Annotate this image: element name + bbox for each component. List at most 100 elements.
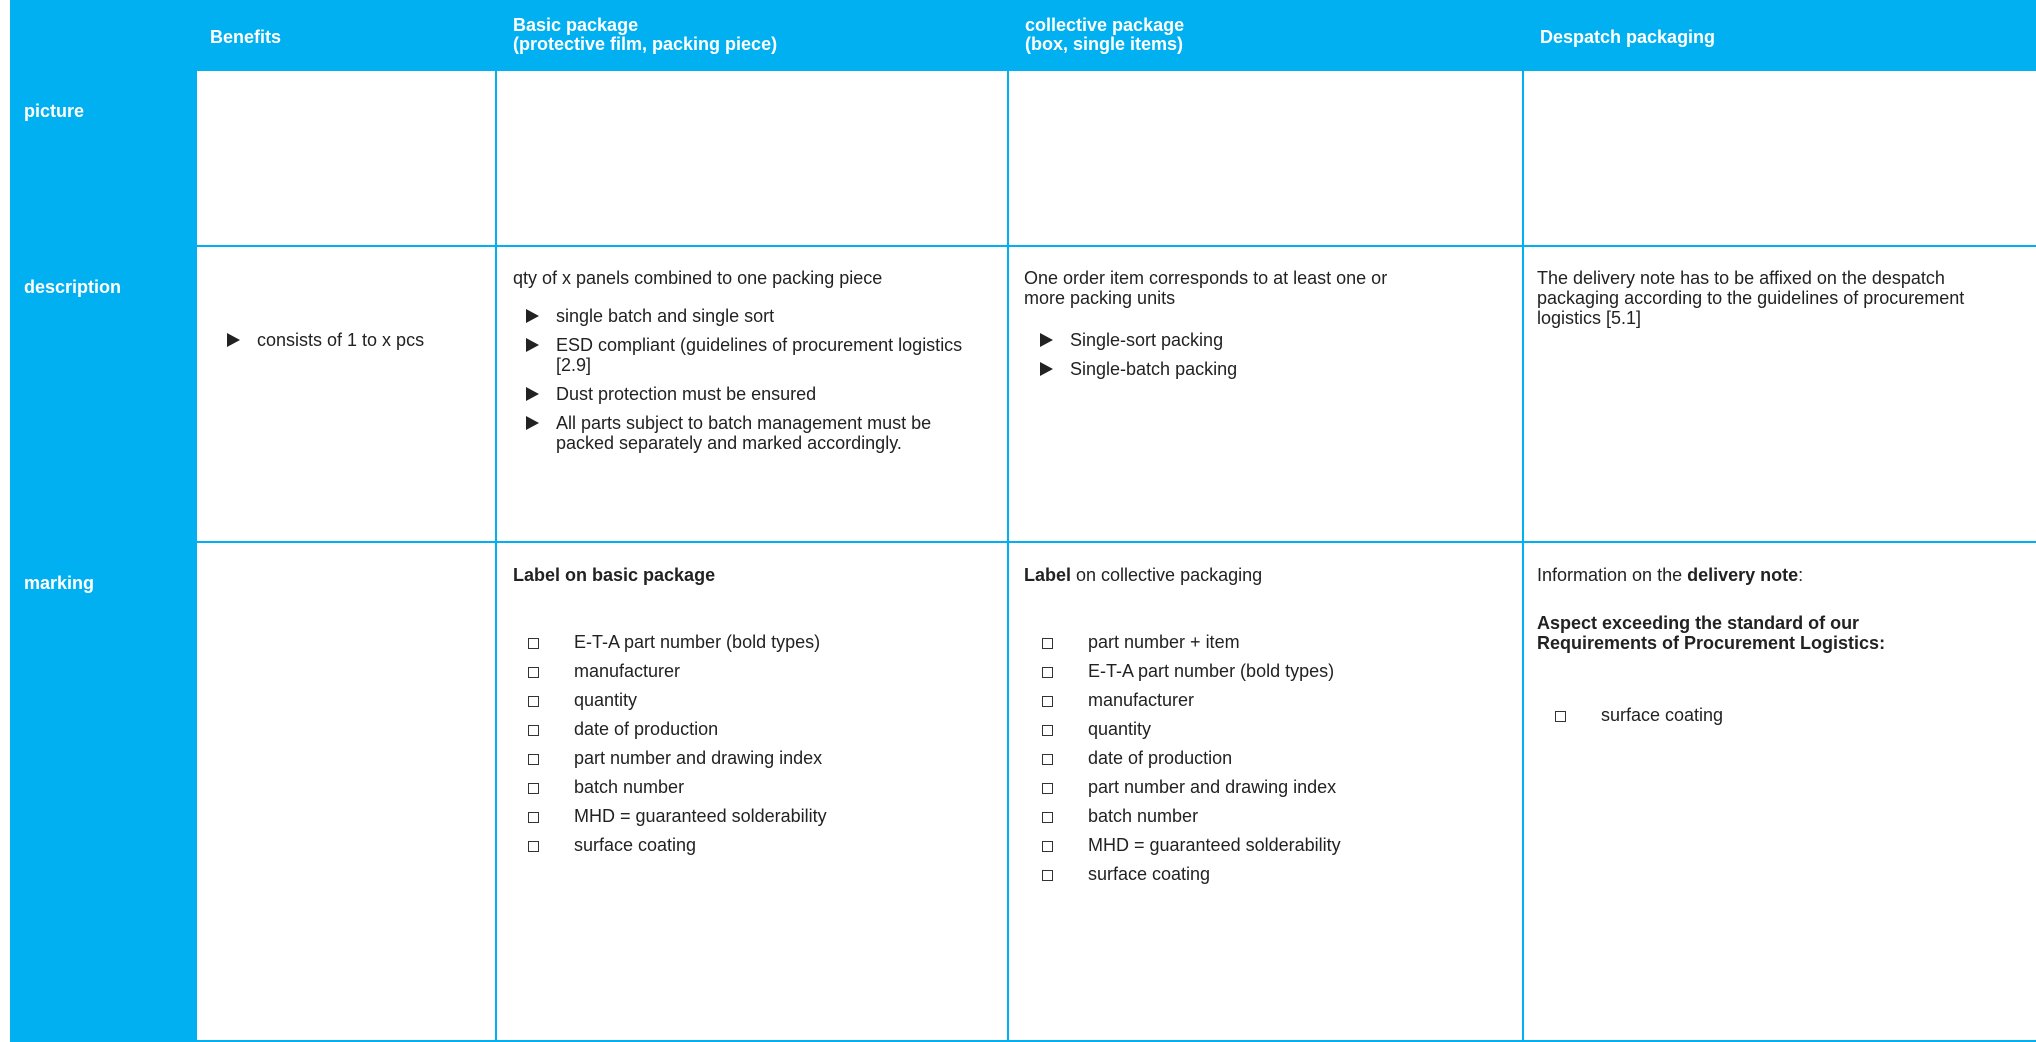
bullet-item: All parts subject to batch management mu… (526, 413, 991, 453)
item-text: part number and drawing index (1088, 777, 1337, 797)
checkbox-marker (1042, 812, 1053, 823)
checkbox-item: part number and drawing index (1040, 777, 1500, 797)
item-text: quantity (1088, 719, 1152, 739)
item-text: part number and drawing index (574, 748, 823, 768)
cell-text: One order item corresponds to at least o… (1024, 268, 1388, 308)
checkbox-marker (1042, 870, 1053, 881)
column-header: Basic package (protective film, packing p… (513, 16, 995, 54)
checkbox-item: batch number (526, 777, 986, 797)
item-text: date of production (574, 719, 719, 739)
bullet-item: ESD compliant (guidelines of procurement… (526, 335, 991, 375)
table-cell (1007, 543, 1522, 1042)
checkbox-item: MHD = guaranteed solderability (526, 806, 986, 826)
table-cell (195, 543, 495, 1042)
checkbox-item: batch number (1040, 806, 1500, 826)
item-text: E-T-A part number (bold types) (574, 632, 821, 652)
checkbox-marker (528, 841, 539, 852)
checkbox-marker (1042, 754, 1053, 765)
checkbox-item: surface coating (1553, 705, 1993, 725)
column-header: collective package (box, single items) (1025, 16, 1510, 54)
column-header: Despatch packaging (1540, 28, 2024, 47)
bullet-marker (1040, 362, 1053, 376)
item-text: batch number (1088, 806, 1199, 826)
checkbox-item: E-T-A part number (bold types) (526, 632, 986, 652)
bullet-marker (526, 309, 539, 323)
header-bar (0, 0, 2036, 71)
cell-text: Label on collective packaging (1024, 565, 1484, 585)
bold-text: Label (1024, 565, 1072, 585)
checkbox-marker (1042, 638, 1053, 649)
text: on collective packaging (1076, 565, 1263, 585)
checkbox-item: quantity (526, 690, 986, 710)
bullet-item: Dust protection must be ensured (526, 384, 991, 404)
cell-text: Information on the delivery note: (1537, 565, 2017, 585)
table-cell (495, 247, 1007, 543)
bullet-item: single batch and single sort (526, 306, 991, 326)
row-label: picture (24, 101, 85, 121)
item-text: All parts subject to batch management mu… (556, 413, 932, 453)
header-line: (protective film, packing piece) (513, 34, 778, 54)
bullet-item: consists of 1 to x pcs (227, 330, 427, 350)
item-text: surface coating (574, 835, 697, 855)
item-text: part number + item (1088, 632, 1240, 652)
header-line: Despatch packaging (1540, 27, 1716, 47)
checkbox-marker (1042, 783, 1053, 794)
header-line: Benefits (210, 27, 282, 47)
cell-text: Label on basic package (513, 565, 716, 585)
item-text: surface coating (1601, 705, 1724, 725)
item-text: ESD compliant (guidelines of procurement… (556, 335, 963, 375)
checkbox-marker (1555, 711, 1566, 722)
item-text: consists of 1 to x pcs (257, 330, 425, 350)
bullet-marker (1040, 333, 1053, 347)
table-cell (195, 247, 495, 543)
bullet-item: Single-sort packing (1040, 330, 1480, 350)
item-text: MHD = guaranteed solderability (574, 806, 827, 826)
table-cell (1522, 543, 2036, 1042)
item-text: Dust protection must be ensured (556, 384, 817, 404)
bullet-marker (526, 338, 539, 352)
bullet-marker (526, 416, 539, 430)
checkbox-item: part number + item (1040, 632, 1500, 652)
header-line: Basic package (513, 15, 639, 35)
item-text: Single-sort packing (1070, 330, 1224, 350)
item-text: manufacturer (574, 661, 681, 681)
checkbox-item: surface coating (1040, 864, 1500, 884)
table-cell (195, 71, 495, 247)
item-text: date of production (1088, 748, 1233, 768)
item-text: E-T-A part number (bold types) (1088, 661, 1335, 681)
checkbox-marker (528, 696, 539, 707)
checkbox-item: quantity (1040, 719, 1500, 739)
cell-text: The delivery note has to be affixed on t… (1537, 268, 1965, 328)
checkbox-marker (528, 812, 539, 823)
bullet-marker (227, 333, 240, 347)
header-line: collective package (1025, 15, 1185, 35)
checkbox-marker (1042, 667, 1053, 678)
checkbox-item: part number and drawing index (526, 748, 986, 768)
cell-text: Aspect exceeding the standard of our Req… (1537, 613, 1886, 653)
checkbox-marker (528, 725, 539, 736)
column-header: Benefits (210, 28, 480, 47)
bold-text: delivery note (1687, 565, 1799, 585)
checkbox-item: E-T-A part number (bold types) (1040, 661, 1500, 681)
item-text: quantity (574, 690, 638, 710)
table-cell (1007, 247, 1522, 543)
cell-text: qty of x panels combined to one packing … (513, 268, 883, 288)
text: : (1798, 565, 1804, 585)
table-cell (1522, 71, 2036, 247)
checkbox-marker (528, 754, 539, 765)
item-text: single batch and single sort (556, 306, 775, 326)
checkbox-item: manufacturer (526, 661, 986, 681)
checkbox-item: date of production (526, 719, 986, 739)
bullet-item: Single-batch packing (1040, 359, 1480, 379)
item-text: MHD = guaranteed solderability (1088, 835, 1341, 855)
header-line: (box, single items) (1025, 34, 1184, 54)
item-text: Single-batch packing (1070, 359, 1238, 379)
row-label-column (10, 71, 195, 1042)
checkbox-marker (528, 667, 539, 678)
checkbox-marker (528, 783, 539, 794)
item-text: batch number (574, 777, 685, 797)
table-cell (495, 71, 1007, 247)
item-text: manufacturer (1088, 690, 1195, 710)
bullet-marker (526, 387, 539, 401)
